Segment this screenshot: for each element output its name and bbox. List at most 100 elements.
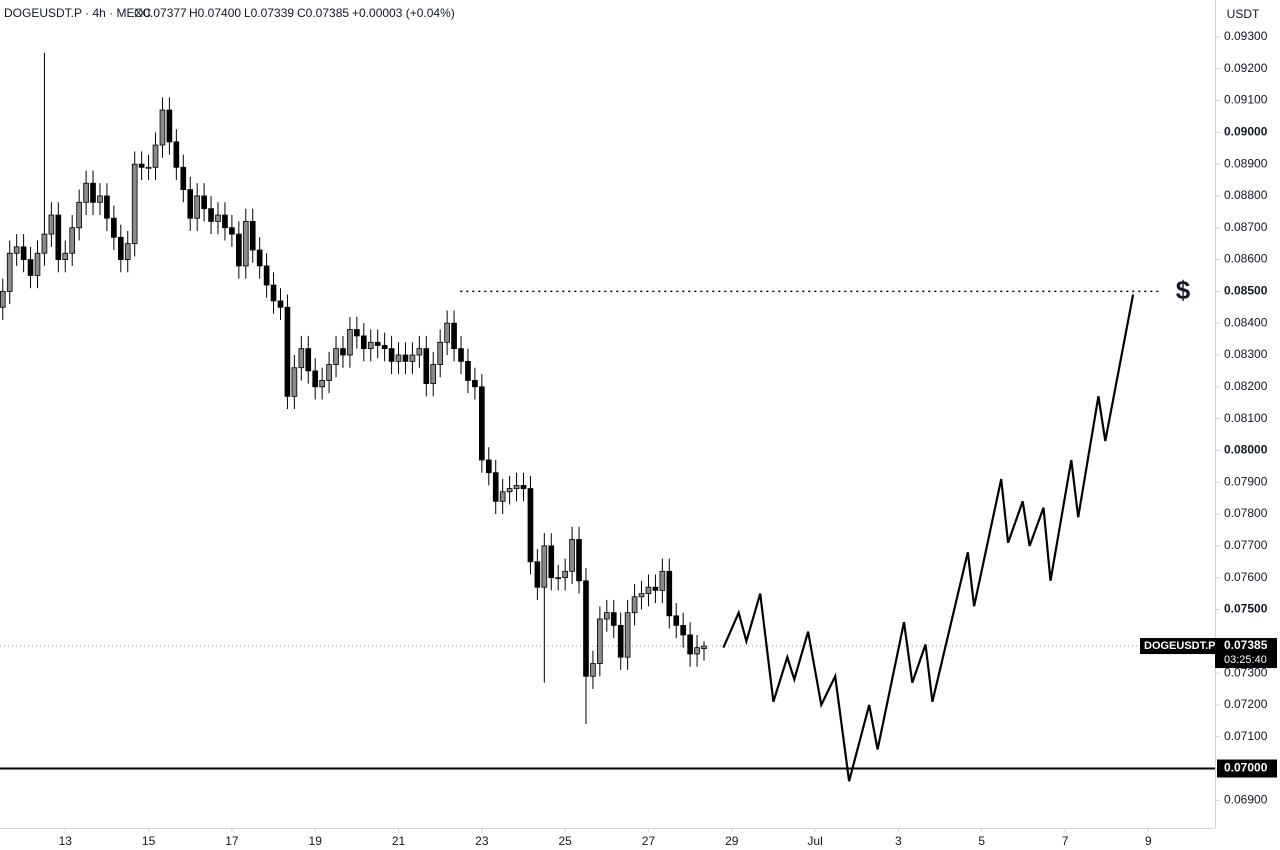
candle-body xyxy=(249,220,256,251)
y-tick-label: 0.08100 xyxy=(1224,411,1268,425)
candle-body xyxy=(458,348,464,362)
candle-body xyxy=(569,539,575,572)
support-label-box xyxy=(1217,759,1277,778)
y-tick-label: 0.08400 xyxy=(1224,315,1268,329)
candle-body xyxy=(479,386,485,461)
symbol-label-box xyxy=(1140,638,1215,655)
candle-body xyxy=(610,612,617,626)
x-tick-label: 15 xyxy=(142,834,156,848)
candle-body xyxy=(291,367,298,397)
candle-body xyxy=(6,252,13,292)
candle-body xyxy=(492,472,499,502)
candle-body xyxy=(236,233,242,267)
candle-body xyxy=(513,485,520,489)
candle-body xyxy=(159,109,166,146)
candle-body xyxy=(180,166,187,190)
candle-body xyxy=(263,265,270,286)
candle-body xyxy=(597,618,603,664)
candle-body xyxy=(90,182,96,203)
candle-body xyxy=(673,615,680,626)
candle-body xyxy=(520,485,527,489)
candle-body xyxy=(687,634,693,655)
candle-body xyxy=(0,290,6,308)
candle-body xyxy=(381,345,388,350)
candle-body xyxy=(27,259,34,276)
candle-body xyxy=(152,144,159,168)
candle-body xyxy=(409,354,416,362)
candle-body xyxy=(145,166,152,169)
x-tick-label: 7 xyxy=(1062,834,1069,848)
y-tick-label: 0.07700 xyxy=(1224,538,1268,552)
candle-body xyxy=(62,252,69,260)
candle-body xyxy=(326,364,332,381)
symbol-title: DOGEUSDT.P · 4h · MEXC xyxy=(4,6,151,20)
candle-body xyxy=(48,214,55,235)
candle-body xyxy=(437,341,444,365)
candle-body xyxy=(527,488,534,563)
candle-body xyxy=(583,580,589,677)
y-tick-label: 0.07500 xyxy=(1224,602,1268,616)
x-tick-label: 21 xyxy=(392,834,406,848)
y-tick-label: 0.07900 xyxy=(1224,474,1268,488)
x-tick-label: 3 xyxy=(895,834,902,848)
y-tick-label: 0.08500 xyxy=(1224,284,1268,298)
candle-body xyxy=(548,545,555,579)
projection-line xyxy=(722,294,1135,782)
candle-body xyxy=(631,596,638,614)
header-change: +0.00003 (+0.04%) xyxy=(352,6,455,20)
candle-body xyxy=(347,329,353,356)
candle-body xyxy=(256,249,263,267)
y-tick-label: 0.08700 xyxy=(1224,220,1268,234)
x-tick-label: 13 xyxy=(59,834,73,848)
header-open: O0.07377 xyxy=(134,6,187,20)
candle-body xyxy=(117,236,124,260)
candle-body xyxy=(13,246,20,254)
y-tick-label: 0.08200 xyxy=(1224,379,1268,393)
y-tick-label: 0.09000 xyxy=(1224,124,1268,138)
y-tick-label: 0.08900 xyxy=(1224,156,1268,170)
y-tick-label: 0.07800 xyxy=(1224,506,1268,520)
y-tick-label: 0.07200 xyxy=(1224,697,1268,711)
candle-body xyxy=(645,586,652,594)
y-tick-label: 0.08800 xyxy=(1224,188,1268,202)
price-label-box xyxy=(1215,638,1277,669)
candle-body xyxy=(388,348,395,362)
candle-body xyxy=(312,370,319,388)
candle-body xyxy=(333,348,339,365)
y-tick-label: 0.08600 xyxy=(1224,252,1268,266)
candle-body xyxy=(423,348,430,385)
candle-body xyxy=(305,348,312,372)
candle-body xyxy=(680,624,687,636)
candle-body xyxy=(76,201,82,229)
candle-body xyxy=(444,322,450,343)
candle-body xyxy=(34,252,41,276)
price-label: 0.07385 xyxy=(1224,638,1268,652)
candle-body xyxy=(298,348,305,369)
x-tick-label: 27 xyxy=(642,834,656,848)
x-tick-label: 17 xyxy=(225,834,239,848)
candle-body xyxy=(20,246,27,260)
candle-body xyxy=(201,195,207,210)
candle-body xyxy=(354,329,360,337)
x-tick-label: 23 xyxy=(475,834,489,848)
candle-body xyxy=(208,208,214,222)
y-tick-label: 0.09100 xyxy=(1224,93,1268,107)
header-low: L0.07339 xyxy=(244,6,294,20)
candle-body xyxy=(499,491,506,502)
y-tick-label: 0.07600 xyxy=(1224,570,1268,584)
candle-body xyxy=(603,612,610,620)
y-tick-label: 0.06900 xyxy=(1224,792,1268,806)
y-tick-label: 0.09300 xyxy=(1224,29,1268,43)
y-axis-label: USDT xyxy=(1227,7,1260,21)
candle-body xyxy=(97,195,103,203)
candle-body xyxy=(69,227,76,254)
candle-body xyxy=(465,360,471,381)
candle-body xyxy=(104,195,110,219)
x-tick-label: 9 xyxy=(1145,834,1152,848)
candle-body xyxy=(694,647,700,655)
candle-body xyxy=(590,663,596,677)
y-tick-label: 0.08000 xyxy=(1224,443,1268,457)
candle-body xyxy=(485,459,492,474)
